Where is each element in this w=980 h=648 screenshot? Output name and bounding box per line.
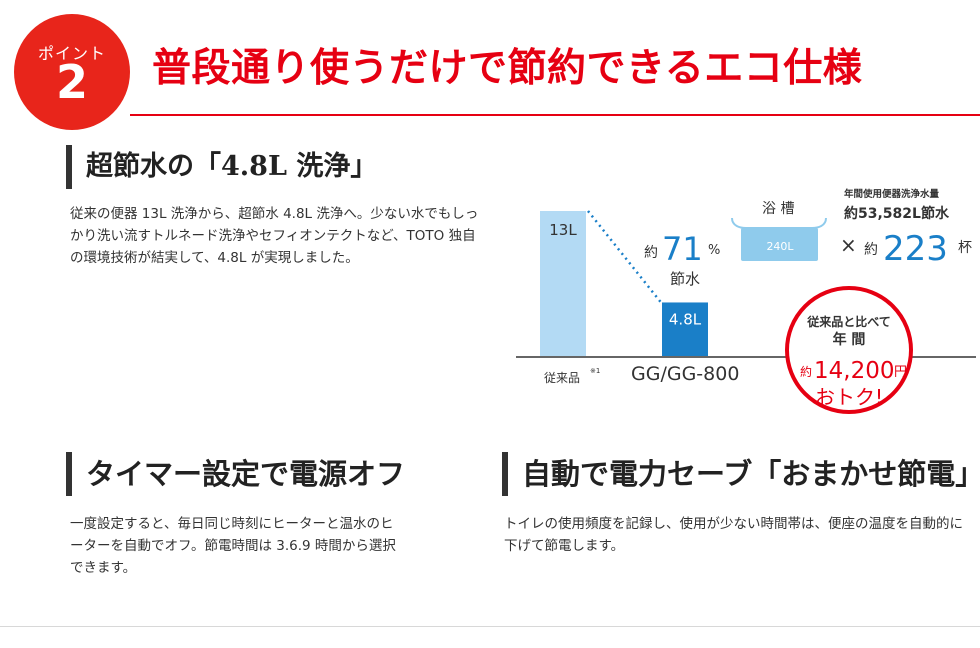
product-label-conventional: 従来品 <box>544 371 580 385</box>
section-body-timer: 一度設定すると、毎日同じ時刻にヒーターと温水のヒーターを自動でオフ。節電時間は … <box>70 516 396 576</box>
savings-circle <box>785 286 913 414</box>
circle-unit: 円 <box>894 365 907 380</box>
bath-count-prefix: 約 <box>864 242 878 258</box>
bar-conventional <box>540 211 586 356</box>
page-title: 普段通り使うだけで節約できるエコ仕様 <box>152 45 863 91</box>
bath-volume: 240L <box>766 240 794 253</box>
saving-unit: % <box>708 243 720 258</box>
saving-value: 71 <box>662 230 703 268</box>
circle-line1: 従来品と比べて <box>806 314 891 329</box>
section-heading-auto-save: 自動で電力セーブ「おまかせ節電」 <box>502 452 980 496</box>
multiply-sign: × <box>840 233 857 257</box>
badge-number: 2 <box>55 55 88 109</box>
reduction-connector <box>587 210 662 304</box>
bar-conventional-value: 13L <box>549 221 577 239</box>
saving-caption: 節水 <box>670 270 700 288</box>
section-heading-water-saving: 超節水の「4.8L 洗浄」 <box>66 145 377 189</box>
title-divider <box>130 114 980 116</box>
water-saving-chart: 13L 4.8L 従来品 ※1 GG/GG-800 約 71 % 節水 浴 槽 … <box>516 188 976 414</box>
product-label-gg800: GG/GG-800 <box>631 363 739 385</box>
bathtub-icon <box>741 228 818 261</box>
bath-count: 223 <box>883 229 948 269</box>
annual-caption: 年間使用便器洗浄水量 <box>844 188 940 200</box>
section-heading-timer: タイマー設定で電源オフ <box>66 452 405 496</box>
annual-value: 約53,582L節水 <box>844 205 950 222</box>
circle-line4: おトク! <box>815 385 883 409</box>
section-body-water-saving: 従来の便器 13L 洗浄から、超節水 4.8L 洗浄へ。少ない水でもしっかり洗い… <box>70 206 479 266</box>
bottom-divider <box>0 626 980 627</box>
circle-prefix: 約 <box>800 364 812 379</box>
badge-label: ポイント <box>37 44 106 63</box>
section-body-auto-save: トイレの使用頻度を記録し、使用が少ない時間帯は、便座の温度を自動的に下げて節電し… <box>504 516 963 554</box>
bar-gg800 <box>662 302 708 356</box>
bathtub-rim <box>731 217 827 229</box>
circle-amount: 14,200 <box>814 358 894 384</box>
bar-gg800-value: 4.8L <box>669 310 702 328</box>
circle-line2: 年 間 <box>833 331 866 348</box>
bath-count-unit: 杯 <box>958 240 972 256</box>
saving-prefix: 約 <box>644 245 658 261</box>
point-badge: ポイント 2 <box>14 14 130 130</box>
product-note: ※1 <box>590 367 600 375</box>
bath-label: 浴 槽 <box>762 201 794 217</box>
